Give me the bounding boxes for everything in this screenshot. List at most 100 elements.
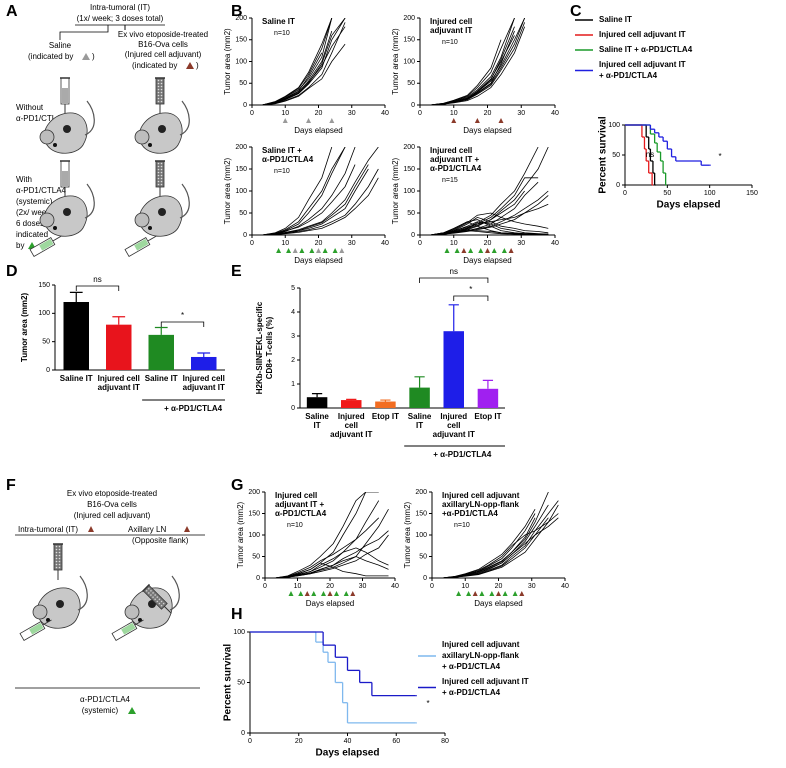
x-tick-label: 0	[250, 240, 254, 247]
y-tick-label: 100	[235, 58, 247, 65]
error-bar	[380, 399, 391, 402]
diagram-text: Axillary LN	[128, 525, 166, 534]
diagram-text: B16-Ova cells	[87, 500, 137, 509]
y-axis-label: Tumor area (mm2)	[391, 28, 400, 95]
dose-marker	[311, 591, 317, 596]
legend-label: Injured cell adjuvant	[442, 640, 520, 649]
chart-title: Injured cell	[430, 17, 472, 26]
dose-marker	[501, 248, 507, 253]
dose-marker	[485, 248, 490, 253]
bar	[63, 302, 89, 370]
y-tick-label: 0	[243, 232, 247, 239]
diagram-text: α-PD1/CTLA4	[80, 695, 131, 704]
group-label: + α-PD1/CTLA4	[164, 404, 223, 413]
diagram-text: Ex vivo etoposide-treated	[67, 489, 157, 498]
x-tick-label: 30	[517, 240, 525, 247]
dose-marker	[466, 591, 472, 596]
x-tick-label: IT	[416, 421, 423, 430]
x-tick-label: Injured	[440, 412, 467, 421]
chart-title: Injured cell adjuvant	[442, 491, 520, 500]
chart-title: Saline IT	[262, 17, 295, 26]
x-tick-label: Injured cell	[98, 374, 140, 383]
tumor-curve	[274, 509, 389, 578]
x-tick-label: 20	[495, 583, 503, 590]
y-tick-label: 200	[415, 489, 427, 496]
y-tick-label: 100	[415, 532, 427, 539]
dose-marker	[298, 591, 304, 596]
chart-title: α-PD1/CTLA4	[430, 164, 482, 173]
dose-marker	[306, 118, 312, 123]
bar	[191, 356, 217, 370]
x-tick-label: 40	[391, 583, 399, 590]
y-tick-label: 200	[403, 144, 415, 151]
dose-marker	[444, 248, 450, 253]
tumor-curve	[274, 517, 380, 578]
panel-label: C	[570, 3, 582, 20]
y-tick-label: 50	[252, 553, 260, 560]
diagram-text: (systemic)	[82, 706, 119, 715]
y-axis-label: CD8+ T-cells (%)	[265, 316, 274, 379]
annotation: *	[426, 699, 429, 708]
y-tick-label: 100	[608, 122, 620, 129]
significance-label: *	[469, 285, 472, 294]
diagram-text: Ex vivo etoposide-treated	[118, 30, 208, 39]
tumor-curve	[261, 18, 346, 105]
bar	[106, 324, 132, 370]
x-tick-label: 80	[441, 738, 449, 745]
significance-bracket	[453, 295, 489, 301]
dose-marker	[304, 591, 310, 596]
x-tick-label: 30	[348, 240, 356, 247]
error-bar	[482, 379, 494, 389]
y-axis-label: Tumor area (mm2)	[236, 501, 245, 568]
x-axis-label: Days elapsed	[306, 599, 354, 608]
dose-marker	[472, 591, 478, 596]
y-tick-label: 0	[46, 367, 50, 374]
dose-marker	[334, 591, 339, 596]
dose-marker	[502, 591, 508, 596]
panel-label: B	[231, 3, 243, 20]
bar	[375, 401, 396, 408]
significance-label: ns	[93, 275, 101, 284]
panel-f-diagram: Ex vivo etoposide-treated B16-Ova cells …	[15, 489, 205, 715]
x-tick-label: 20	[315, 110, 323, 117]
y-axis-label: Tumor area (mm2)	[20, 293, 29, 363]
bar	[477, 388, 499, 408]
tumor-curve	[261, 147, 379, 235]
chart-title: Injured cell	[275, 491, 317, 500]
y-tick-label: 0	[243, 102, 247, 109]
error-bar	[197, 352, 211, 357]
dose-marker	[478, 248, 484, 253]
chart-title: adjuvant IT +	[275, 500, 324, 509]
tumor-curve	[430, 39, 502, 105]
significance-bracket	[75, 285, 120, 291]
diagram-text: (1x/ week; 3 doses total)	[77, 14, 164, 23]
x-tick-label: 0	[418, 110, 422, 117]
tumor-curve	[261, 177, 379, 235]
x-tick-label: 0	[418, 240, 422, 247]
bar	[306, 397, 328, 408]
tumor-curve	[441, 508, 536, 578]
x-tick-label: Saline IT	[145, 374, 178, 383]
legend-label: Injured cell adjuvant IT	[442, 677, 529, 686]
dose-marker	[508, 248, 514, 253]
y-tick-label: 0	[291, 405, 295, 412]
dose-marker	[309, 248, 315, 253]
y-tick-label: 50	[407, 210, 415, 217]
diagram-text: )	[92, 52, 95, 61]
x-tick-label: Injured cell	[183, 374, 225, 383]
tumor-curve	[430, 26, 515, 105]
dose-marker	[489, 591, 495, 596]
y-tick-label: 150	[415, 510, 427, 517]
diagram-text: Intra-tumoral (IT)	[18, 525, 78, 534]
x-tick-label: adjuvant IT	[183, 383, 225, 392]
annotation: ns	[646, 150, 654, 159]
dose-marker	[276, 248, 282, 253]
panel-a-diagram: Intra-tumoral (IT) (1x/ week; 3 doses to…	[16, 3, 208, 257]
diagram-text: (Injured cell adjuvant)	[125, 50, 202, 59]
diagram-text: indicated	[16, 230, 48, 239]
y-axis-label: Tumor area (mm2)	[391, 157, 400, 224]
dose-marker	[454, 248, 460, 253]
dose-marker	[339, 248, 345, 253]
x-tick-label: 0	[623, 190, 627, 197]
x-tick-label: Etop IT	[372, 412, 399, 421]
